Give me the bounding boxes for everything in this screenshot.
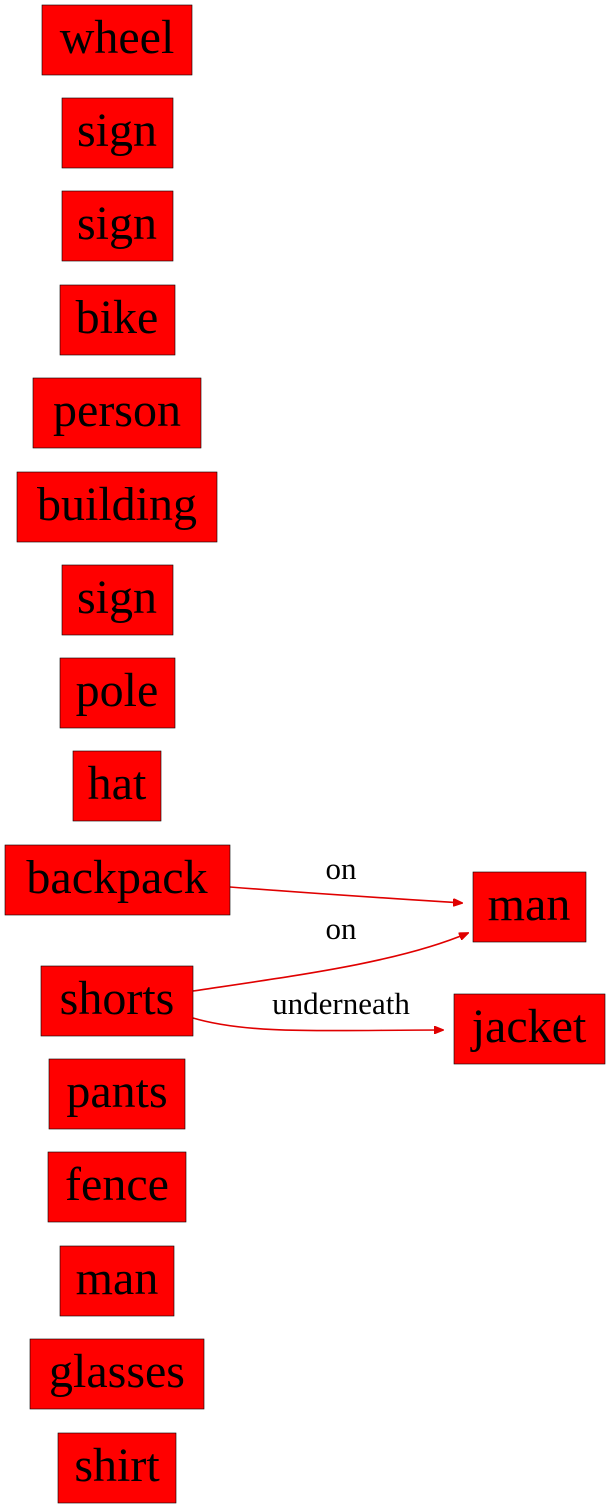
- node-label: bike: [76, 291, 159, 344]
- node-sign: sign: [61, 190, 174, 262]
- node-shorts: shorts: [40, 965, 194, 1037]
- node-label: wheel: [60, 11, 175, 64]
- node-wheel: wheel: [41, 4, 193, 76]
- node-label: glasses: [49, 1345, 185, 1398]
- edge-line: [229, 886, 462, 903]
- node-shirt: shirt: [57, 1432, 177, 1504]
- node-person: person: [32, 377, 202, 449]
- node-backpack: backpack: [4, 844, 231, 916]
- node-label: sign: [77, 571, 157, 624]
- node-label: sign: [77, 104, 157, 157]
- node-label: shorts: [60, 972, 175, 1025]
- edge-label: underneath: [272, 986, 410, 1021]
- node-sign: sign: [61, 97, 174, 169]
- node-label: person: [53, 384, 181, 437]
- node-hat: hat: [72, 750, 162, 822]
- node-label: jacket: [470, 1000, 587, 1053]
- edge-line: [192, 933, 468, 992]
- edge-line: [192, 1017, 443, 1031]
- node-sign: sign: [61, 564, 174, 636]
- node-bike: bike: [59, 284, 176, 356]
- node-man: man: [59, 1245, 175, 1317]
- edge-label: on: [326, 851, 358, 886]
- node-jacket: jacket: [453, 993, 606, 1065]
- node-label: man: [488, 878, 571, 931]
- node-label: shirt: [74, 1439, 160, 1492]
- edge-backpack-man: on: [229, 851, 462, 903]
- node-label: pants: [66, 1065, 167, 1118]
- node-pants: pants: [48, 1058, 186, 1130]
- node-label: building: [37, 478, 197, 531]
- node-label: hat: [88, 757, 147, 810]
- node-building: building: [16, 471, 218, 543]
- edge-shorts-jacket: underneath: [192, 986, 443, 1031]
- node-fence: fence: [47, 1151, 187, 1223]
- edge-shorts-man: on: [192, 911, 468, 992]
- node-pole: pole: [59, 657, 176, 729]
- node-label: man: [76, 1252, 159, 1305]
- node-label: pole: [76, 664, 159, 717]
- node-label: sign: [77, 197, 157, 250]
- node-label: backpack: [26, 851, 207, 904]
- node-glasses: glasses: [29, 1338, 205, 1410]
- node-man-target: man: [472, 871, 587, 943]
- node-label: fence: [65, 1158, 169, 1211]
- edge-label: on: [326, 911, 358, 946]
